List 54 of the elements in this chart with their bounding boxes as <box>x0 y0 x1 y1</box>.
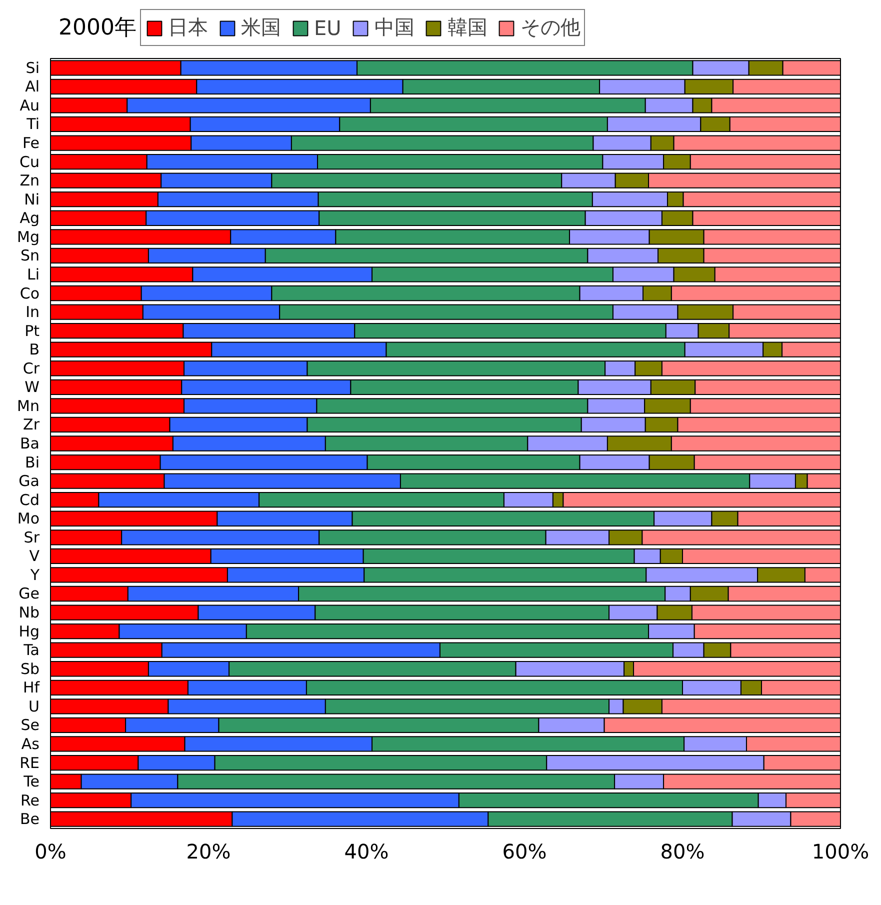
y-tick-label: Pt <box>24 322 40 340</box>
y-tick-label: Ge <box>18 584 40 603</box>
y-tick-label: Te <box>22 772 40 791</box>
x-tick-label: 0% <box>34 840 66 864</box>
y-tick-label: Co <box>20 284 40 302</box>
y-tick-label: Al <box>25 78 40 96</box>
y-tick-label: Hf <box>22 678 40 697</box>
x-tick-label: 100% <box>812 840 870 864</box>
y-tick-label: As <box>21 734 40 753</box>
y-tick-label: Cr <box>22 359 40 378</box>
legend-label: 韓国 <box>447 14 488 41</box>
y-tick-label: Sr <box>24 528 40 546</box>
x-tick-label: 20% <box>186 840 231 864</box>
y-tick-label: Nb <box>18 604 40 622</box>
y-tick-label: V <box>29 547 40 566</box>
y-tick-label: Sb <box>20 660 40 678</box>
y-tick-label: Ni <box>24 190 40 208</box>
y-tick-label: Cd <box>20 490 40 509</box>
y-tick-label: Mo <box>17 510 40 528</box>
y-tick-label: Ag <box>20 209 40 228</box>
y-tick-label: RE <box>20 754 40 772</box>
y-tick-label: Li <box>26 265 40 284</box>
y-tick-label: Cu <box>20 152 40 171</box>
chart-title: 2000年 <box>58 16 136 40</box>
y-tick-label: Fe <box>22 134 40 152</box>
y-tick-label: Mg <box>17 228 40 246</box>
legend-label: 中国 <box>374 14 414 41</box>
y-tick-label: B <box>29 340 40 359</box>
y-tick-label: Se <box>20 716 40 734</box>
legend-label: 日本 <box>168 14 208 41</box>
y-tick-label: Zn <box>20 172 40 190</box>
legend-label: その他 <box>520 14 580 41</box>
y-tick-label: U <box>28 697 40 716</box>
y-tick-label: Sn <box>20 246 40 265</box>
y-tick-label: In <box>26 303 40 322</box>
x-tick-label: 80% <box>660 840 705 864</box>
y-tick-label: Re <box>20 791 40 810</box>
y-tick-label: Mn <box>17 396 40 415</box>
legend-label: 米国 <box>241 14 281 41</box>
y-tick-label: Ba <box>20 434 40 452</box>
y-tick-label: Hg <box>18 622 40 640</box>
y-tick-label: Ta <box>22 641 40 660</box>
x-tick-label: 60% <box>502 840 547 864</box>
x-tick-label: 40% <box>344 840 389 864</box>
y-tick-label: Si <box>26 58 40 77</box>
y-tick-label: Be <box>20 810 40 828</box>
y-tick-label: W <box>24 378 40 396</box>
y-tick-label: Bi <box>25 453 40 472</box>
y-tick-label: Ti <box>26 115 40 134</box>
y-tick-label: Ga <box>18 472 40 490</box>
legend-label: EU <box>314 16 342 40</box>
y-tick-label: Au <box>20 96 40 114</box>
y-tick-label: Y <box>29 566 40 584</box>
y-tick-label: Zr <box>23 416 40 434</box>
